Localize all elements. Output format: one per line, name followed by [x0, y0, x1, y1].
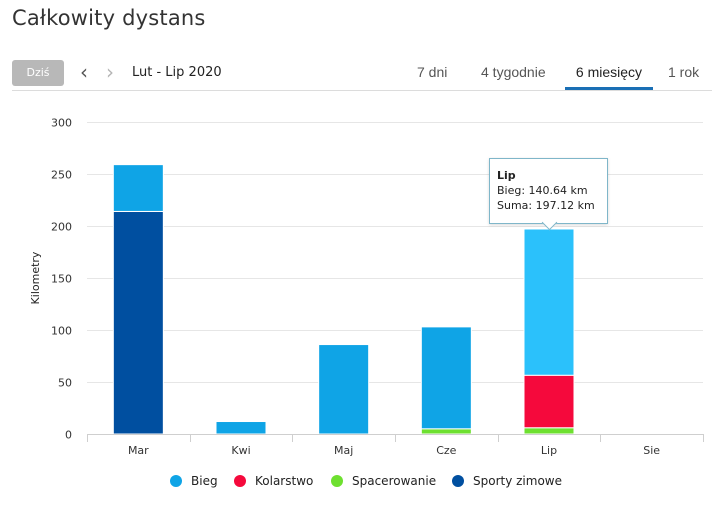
legend-item-sporty-zimowe[interactable]: Sporty zimowe: [452, 474, 562, 488]
y-tick-label: 150: [51, 273, 72, 286]
tab-1-year[interactable]: 1 rok: [668, 64, 700, 80]
tab-6-months[interactable]: 6 miesięcy: [565, 64, 653, 90]
date-range-label: Lut - Lip 2020: [132, 65, 222, 80]
legend-label: Sporty zimowe: [473, 474, 562, 488]
x-tick-label: Cze: [436, 444, 456, 457]
legend-dot: [331, 475, 343, 487]
chevron-left-icon[interactable]: ‹: [80, 60, 88, 84]
y-tick-label: 100: [51, 325, 72, 338]
legend-dot: [234, 475, 246, 487]
toolbar: Dziś ‹ › Lut - Lip 2020 7 dni 4 tygodnie…: [12, 60, 712, 91]
x-tick-label: Mar: [128, 444, 149, 457]
today-button[interactable]: Dziś: [12, 60, 64, 86]
y-tick-label: 200: [51, 221, 72, 234]
x-tick-label: Maj: [334, 444, 353, 457]
bar-bieg-mar: [112, 164, 164, 212]
page-title: Całkowity dystans: [12, 6, 206, 30]
y-tick-label: 50: [58, 377, 72, 390]
bar-spacerowanie-cze: [420, 428, 472, 435]
distance-chart: 0 50 100 150 200 250 300 Mar Kwi Maj Cze Lip Sie Kil…: [29, 117, 704, 457]
chart-tooltip: Lip Bieg: 140.64 km Suma: 197.12 km: [489, 158, 608, 224]
tab-7-days[interactable]: 7 dni: [417, 64, 448, 80]
x-tick-label: Kwi: [231, 444, 250, 457]
y-tick-label: 300: [51, 117, 72, 130]
legend-label: Bieg: [191, 474, 218, 488]
tab-4-weeks[interactable]: 4 tygodnie: [481, 64, 546, 80]
legend-item-spacerowanie[interactable]: Spacerowanie: [331, 474, 436, 488]
bar-kolarstwo-lip: [523, 374, 575, 429]
bar-bieg-maj: [318, 344, 370, 435]
y-tick-label: 250: [51, 169, 72, 182]
tooltip-sum-value: Suma: 197.12 km: [497, 199, 595, 212]
bar-bieg-cze: [420, 326, 472, 430]
bar-bieg-lip: [523, 228, 575, 376]
legend-dot: [170, 475, 182, 487]
y-axis-label: Kilometry: [29, 251, 42, 304]
legend-label: Kolarstwo: [255, 474, 314, 488]
bar-sporty-zimowe-mar: [112, 210, 164, 435]
bar-spacerowanie-lip: [523, 427, 575, 435]
tooltip-run-value: Bieg: 140.64 km: [497, 184, 588, 197]
chart-legend: Bieg Kolarstwo Spacerowanie Sporty zimow…: [0, 472, 722, 492]
y-tick-label: 0: [65, 429, 72, 442]
x-tick-label: Lip: [541, 444, 557, 457]
legend-item-kolarstwo[interactable]: Kolarstwo: [234, 474, 313, 488]
bar-bieg-kwi: [215, 421, 267, 435]
legend-dot: [452, 475, 464, 487]
x-tick-label: Sie: [643, 444, 660, 457]
legend-label: Spacerowanie: [352, 474, 437, 488]
legend-item-bieg[interactable]: Bieg: [170, 474, 218, 488]
chevron-right-icon[interactable]: ›: [106, 60, 114, 84]
tooltip-month: Lip: [497, 169, 516, 182]
